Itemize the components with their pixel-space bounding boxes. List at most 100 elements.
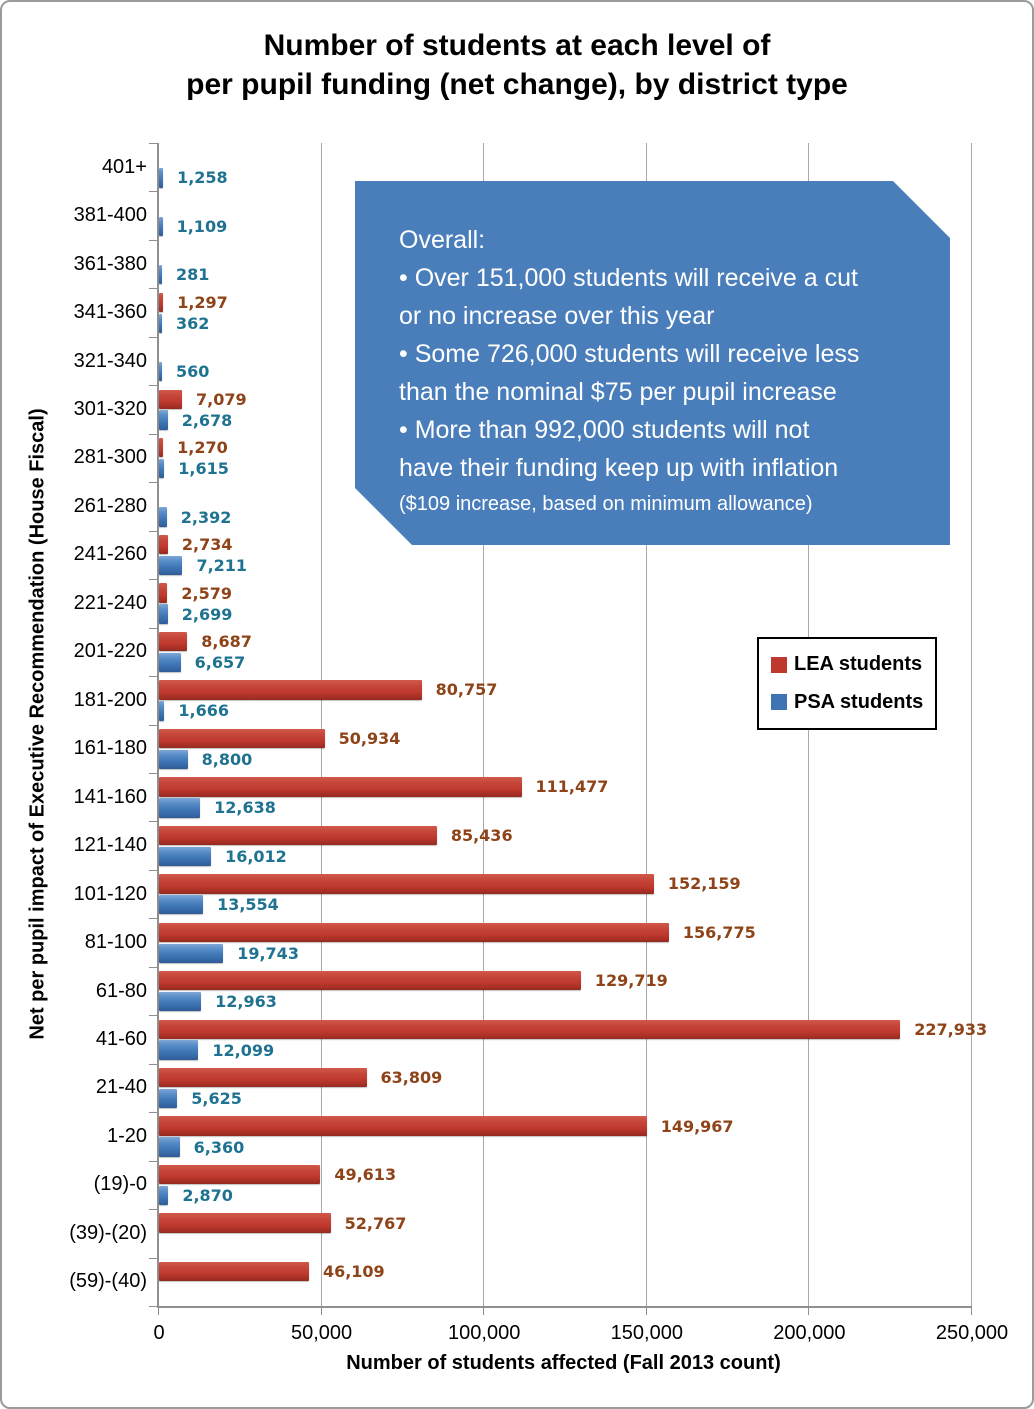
psa-bar-value-label: 362 — [176, 313, 210, 333]
psa-bar — [159, 313, 162, 333]
category-axis-tick — [149, 676, 159, 678]
lea-bar — [159, 534, 168, 555]
psa-bar — [159, 652, 181, 673]
gridline — [971, 143, 972, 1306]
category-label: 321-340 — [73, 349, 147, 372]
psa-bar — [159, 943, 224, 963]
x-tick-label: 150,000 — [610, 1322, 683, 1344]
lea-bar — [159, 1213, 331, 1233]
legend-item-psa: PSA students — [771, 691, 935, 714]
psa-bar-value-label: 19,743 — [237, 943, 299, 963]
category-axis-tick — [149, 1112, 159, 1114]
psa-bar-value-label: 2,392 — [180, 507, 232, 527]
category-axis-tick — [149, 482, 159, 484]
lea-bar — [159, 292, 164, 312]
annotation-footnote: ($109 increase, based on minimum allowan… — [399, 493, 813, 515]
psa-bar — [159, 410, 168, 430]
lea-bar-value-label: 49,613 — [334, 1165, 397, 1185]
psa-bar-value-label: 12,638 — [214, 798, 276, 818]
category-label: 1-20 — [106, 1124, 147, 1147]
category-axis-tick — [149, 869, 159, 871]
psa-bar-value-label: 6,360 — [193, 1137, 245, 1157]
lea-bar — [159, 583, 168, 603]
lea-bar — [159, 438, 164, 458]
category-axis-tick — [149, 1306, 159, 1307]
x-tick-label: 50,000 — [291, 1322, 353, 1344]
lea-bar — [159, 1019, 901, 1039]
psa-bar — [159, 604, 168, 624]
category-axis-tick — [149, 918, 159, 920]
lea-bar — [159, 825, 437, 846]
annotation-bullet-2: • Some 726,000 students will receive les… — [399, 340, 860, 406]
psa-bar-value-label: 6,657 — [194, 652, 246, 672]
x-axis-title: Number of students affected (Fall 2013 c… — [346, 1352, 781, 1374]
psa-bar-value-label: 2,678 — [181, 410, 233, 430]
x-axis-tick — [808, 1306, 810, 1315]
psa-bar — [159, 1088, 178, 1109]
category-label: 61-80 — [95, 979, 147, 1002]
category-axis-tick — [149, 336, 159, 338]
category-label: (59)-(40) — [69, 1270, 147, 1293]
psa-bar — [159, 895, 204, 915]
lea-bar-value-label: 80,757 — [435, 680, 498, 700]
category-axis-tick — [149, 821, 159, 823]
category-axis-tick — [149, 1015, 159, 1017]
annotation-bullet-3: • More than 992,000 students will not ha… — [399, 416, 839, 482]
x-axis-tick — [645, 1306, 647, 1315]
annotation-bullet-1: • Over 151,000 students will receive a c… — [399, 264, 858, 330]
lea-bar — [159, 777, 522, 797]
lea-bar-value-label: 1,297 — [177, 292, 228, 312]
category-axis-tick — [149, 530, 159, 532]
psa-bar-value-label: 2,870 — [182, 1186, 233, 1205]
x-tick-label: 200,000 — [773, 1322, 846, 1344]
lea-bar-value-label: 8,687 — [201, 632, 252, 652]
lea-bar — [159, 1164, 321, 1185]
gridline — [483, 143, 485, 1306]
psa-bar — [159, 507, 167, 527]
lea-bar-value-label: 46,109 — [322, 1261, 385, 1281]
category-label: 241-260 — [73, 543, 147, 566]
lea-bar-value-label: 85,436 — [450, 825, 513, 845]
category-label: 401+ — [101, 155, 147, 178]
x-tick-label: 250,000 — [935, 1322, 1009, 1344]
category-label: 261-280 — [73, 494, 147, 517]
psa-bar-value-label: 7,211 — [196, 556, 248, 576]
category-label: 161-180 — [73, 737, 147, 760]
category-label: 201-220 — [73, 640, 147, 663]
category-label: 81-100 — [84, 931, 147, 954]
category-label: 101-120 — [73, 882, 147, 905]
psa-bar — [159, 362, 162, 382]
psa-bar — [159, 168, 164, 188]
psa-bar-value-label: 2,699 — [181, 604, 233, 624]
lea-bar — [159, 922, 669, 942]
psa-bar — [159, 458, 165, 479]
lea-bar — [159, 1067, 367, 1088]
psa-bar-value-label: 560 — [176, 362, 210, 382]
category-label: 341-360 — [73, 301, 147, 324]
psa-bar — [159, 555, 183, 576]
psa-bar-value-label: 1,109 — [176, 216, 228, 236]
psa-bar-value-label: 12,099 — [212, 1040, 275, 1060]
category-label: (19)-0 — [93, 1173, 147, 1196]
lea-bar-value-label: 63,809 — [380, 1068, 443, 1088]
psa-bar-value-label: 1,615 — [178, 459, 229, 479]
category-label: 141-160 — [73, 785, 147, 808]
x-tick-label: 100,000 — [448, 1322, 521, 1344]
category-axis-tick — [149, 288, 159, 290]
lea-bar — [159, 971, 581, 991]
annotation-heading: Overall: — [399, 226, 486, 254]
x-axis-tick — [320, 1306, 322, 1315]
category-axis-tick — [149, 772, 159, 774]
gridline — [320, 143, 322, 1306]
psa-bar — [159, 1137, 180, 1157]
lea-series-swatch-icon — [771, 656, 787, 673]
category-label: 361-380 — [73, 252, 147, 275]
lea-bar-value-label: 52,767 — [344, 1213, 407, 1233]
legend-item-lea: LEA students — [771, 653, 935, 676]
lea-bar-value-label: 2,734 — [181, 535, 233, 555]
category-axis-tick — [149, 1257, 159, 1259]
psa-bar-value-label: 13,554 — [217, 895, 279, 915]
psa-bar — [159, 991, 202, 1012]
category-label: 41-60 — [95, 1027, 147, 1050]
psa-bar — [159, 749, 188, 770]
